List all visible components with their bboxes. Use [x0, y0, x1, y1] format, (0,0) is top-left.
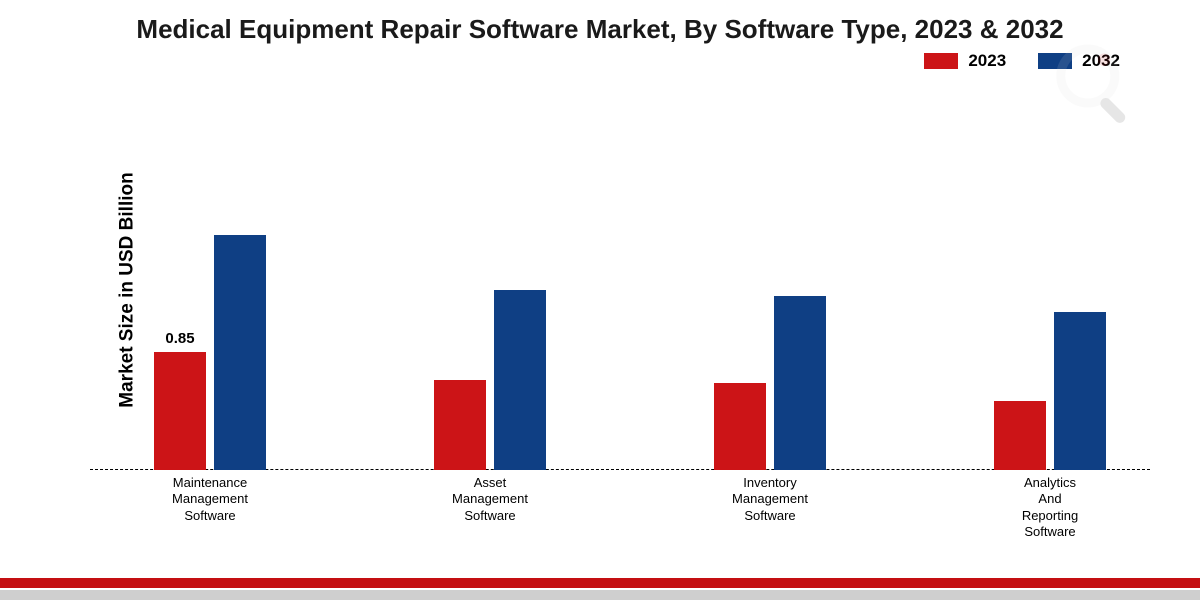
legend-swatch-2023: [924, 53, 958, 69]
bar-2023: 0.85: [154, 352, 206, 470]
bar-2023: [714, 383, 766, 470]
bar-2032: [214, 235, 266, 470]
bar-group: [714, 296, 826, 470]
x-axis-category-label: Asset Management Software: [452, 475, 528, 524]
bar-group: [994, 312, 1106, 470]
x-axis-category-label: Maintenance Management Software: [172, 475, 248, 524]
legend: 2023 2032: [0, 51, 1200, 71]
bar-2032: [1054, 312, 1106, 470]
footer-bar-red: [0, 578, 1200, 588]
legend-item-2023: 2023: [924, 51, 1006, 71]
plot-area: 0.85: [90, 110, 1150, 470]
x-axis-category-label: Analytics And Reporting Software: [1022, 475, 1078, 540]
chart-area: Market Size in USD Billion 0.85 Maintena…: [60, 110, 1160, 470]
chart-title: Medical Equipment Repair Software Market…: [0, 0, 1200, 45]
legend-label-2032: 2032: [1082, 51, 1120, 71]
bar-2032: [494, 290, 546, 470]
x-axis-labels: Maintenance Management Software Asset Man…: [90, 475, 1150, 555]
footer-bar-grey: [0, 590, 1200, 600]
bar-2023: [434, 380, 486, 470]
bar-group: [434, 290, 546, 470]
bar-group: 0.85: [154, 235, 266, 470]
bar-value-label: 0.85: [165, 330, 194, 347]
bar-2023: [994, 401, 1046, 470]
legend-item-2032: 2032: [1038, 51, 1120, 71]
x-axis-category-label: Inventory Management Software: [732, 475, 808, 524]
footer-bar: [0, 578, 1200, 600]
bar-2032: [774, 296, 826, 470]
legend-label-2023: 2023: [968, 51, 1006, 71]
legend-swatch-2032: [1038, 53, 1072, 69]
